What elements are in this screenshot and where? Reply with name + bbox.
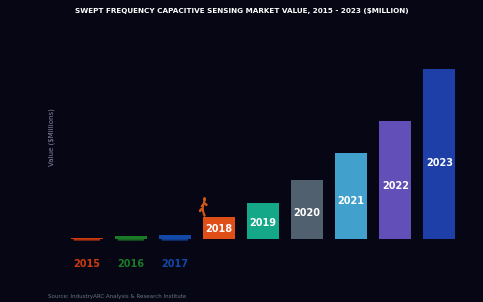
Bar	[247, 203, 279, 239]
Polygon shape	[202, 207, 205, 217]
Bar	[380, 121, 411, 239]
Text: SWEPT FREQUENCY CAPACITIVE SENSING MARKET VALUE, 2015 - 2023 ($MILLION): SWEPT FREQUENCY CAPACITIVE SENSING MARKE…	[75, 8, 408, 14]
Text: 2022: 2022	[382, 181, 409, 191]
Text: 2021: 2021	[338, 195, 365, 206]
Text: 2018: 2018	[205, 224, 232, 234]
Polygon shape	[204, 198, 205, 201]
Text: 2019: 2019	[250, 218, 277, 228]
Text: 2020: 2020	[294, 208, 321, 218]
Bar	[291, 180, 323, 239]
Text: 2023: 2023	[426, 158, 453, 168]
Polygon shape	[202, 201, 204, 208]
Bar	[203, 217, 235, 239]
Bar	[335, 153, 367, 239]
Polygon shape	[201, 203, 204, 207]
Bar	[159, 235, 191, 239]
Bar	[424, 69, 455, 239]
Polygon shape	[203, 202, 207, 206]
Text: Source: IndustryARC Analysis & Research Institute: Source: IndustryARC Analysis & Research …	[48, 294, 186, 299]
Bar	[71, 238, 102, 239]
Polygon shape	[199, 208, 203, 212]
Text: 2015: 2015	[73, 259, 100, 269]
Text: 2016: 2016	[117, 259, 144, 269]
Y-axis label: Value ($Millions): Value ($Millions)	[49, 108, 56, 166]
Bar	[115, 236, 147, 239]
Text: 2017: 2017	[161, 259, 188, 269]
